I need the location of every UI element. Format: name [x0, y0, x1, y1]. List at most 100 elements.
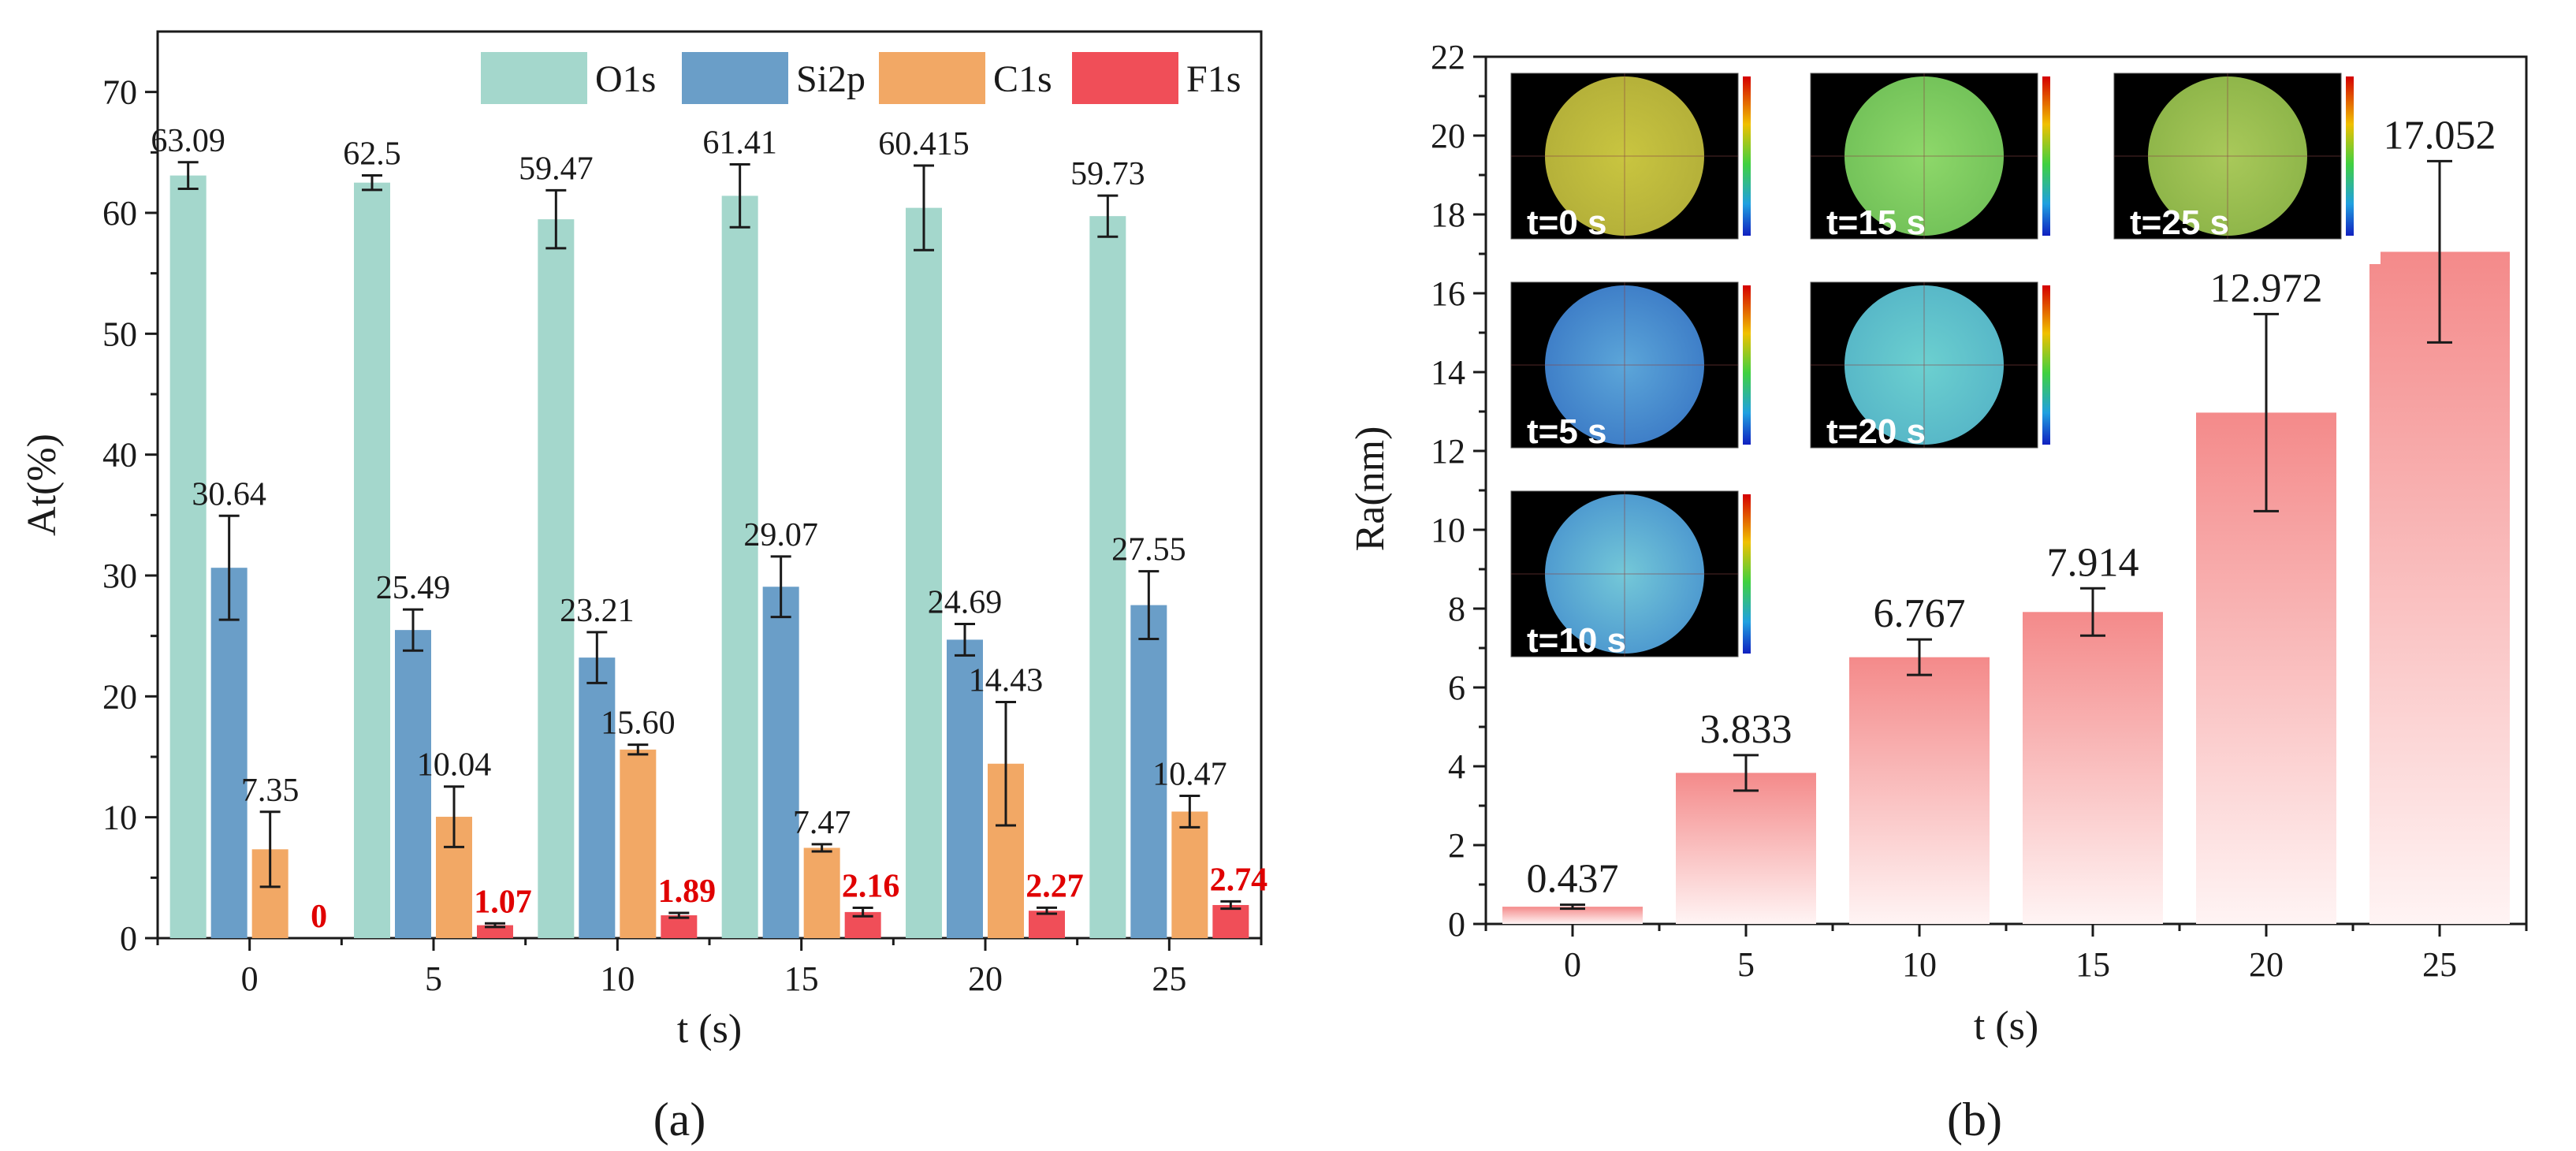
legend-swatch-c1s	[879, 52, 985, 104]
panel-a: 63.09 62.5 59.47 61.41 60.415 59.73 30.64 25.49…	[20, 30, 1268, 1145]
bar-o1s-10	[538, 219, 575, 938]
bars-b: 0.437 3.833 6.767 7.914 12.972 17.052	[1502, 113, 2510, 924]
bar-ra-5	[1676, 773, 1816, 924]
bars-a: 63.09 62.5 59.47 61.41 60.415 59.73 30.64 25.49…	[151, 123, 1268, 938]
data-label-o1s: 63.09	[151, 123, 225, 159]
y-tick-label: 6	[1448, 669, 1465, 707]
afm-inset: t=0 s	[1494, 67, 1778, 264]
data-label-si2p: 23.21	[560, 593, 635, 629]
y-tick-label: 40	[102, 436, 137, 475]
inset-time-label: t=5 s	[1527, 412, 1607, 451]
data-label-c1s: 10.04	[417, 747, 492, 784]
y-tick-label: 0	[120, 919, 137, 958]
data-label-si2p: 25.49	[376, 570, 451, 606]
data-label-o1s: 62.5	[343, 136, 401, 172]
inset-time-label: t=0 s	[1527, 203, 1607, 242]
legend-swatch-f1s	[1072, 52, 1178, 104]
y-tick-label: 8	[1448, 590, 1465, 628]
afm-inset: t=15 s	[1793, 67, 2077, 264]
data-label-c1s: 10.47	[1152, 757, 1227, 793]
y-tick-label: 20	[102, 677, 137, 716]
y-tick-label: 2	[1448, 826, 1465, 865]
y-tick-label: 16	[1431, 274, 1465, 313]
bar-c1s-15	[803, 847, 840, 938]
y-axis-b: 0 2 4 6 8 10 12 14 16 18 20 22	[1431, 38, 1486, 944]
data-label-si2p: 30.64	[192, 476, 266, 512]
x-tick-label: 15	[2075, 945, 2110, 984]
bar-c1s-25	[1171, 811, 1208, 938]
data-label-si2p: 27.55	[1111, 532, 1186, 568]
data-label-ra: 0.437	[1527, 857, 1619, 902]
data-label-c1s: 14.43	[969, 663, 1044, 699]
data-label-o1s: 61.41	[702, 125, 777, 162]
data-label-c1s: 7.35	[241, 773, 300, 809]
bar-si2p-15	[762, 587, 799, 938]
data-label-f1s: 0	[311, 899, 327, 935]
bar-o1s-15	[721, 196, 758, 938]
inset-colorbar	[2346, 76, 2354, 236]
data-label-f1s: 2.74	[1210, 862, 1268, 898]
x-tick-label: 20	[2249, 945, 2284, 984]
x-tick-label: 0	[1564, 945, 1581, 984]
data-label-ra: 7.914	[2047, 540, 2139, 585]
bar-ra-10	[1849, 657, 1990, 924]
legend-label-f1s: F1s	[1186, 58, 1241, 100]
legend-swatch-si2p	[682, 52, 788, 104]
bar-o1s-0	[169, 175, 207, 938]
bar-f1s-20	[1029, 911, 1065, 938]
y-tick-label: 10	[102, 799, 137, 837]
bar-ra-0	[1502, 907, 1643, 924]
y-axis-label-a: At(%)	[20, 434, 65, 536]
bar-c1s-10	[620, 749, 657, 938]
y-tick-label: 12	[1431, 432, 1465, 471]
x-tick-label: 5	[1737, 945, 1755, 984]
afm-inset: t=5 s	[1494, 276, 1778, 473]
y-tick-label: 14	[1431, 353, 1465, 392]
bar-si2p-20	[947, 639, 983, 938]
inset-colorbar	[1743, 494, 1751, 654]
inset-colorbar	[1743, 76, 1751, 236]
x-tick-label: 0	[241, 959, 259, 998]
inset-time-label: t=25 s	[2130, 203, 2229, 242]
y-axis-a: 0 10 20 30 40 50 60 70	[102, 73, 158, 958]
y-tick-label: 0	[1448, 905, 1465, 944]
data-label-ra: 12.972	[2210, 266, 2323, 311]
inset-colorbar	[2042, 285, 2050, 445]
inset-colorbar	[1743, 285, 1751, 445]
legend-a: O1s Si2p C1s F1s	[481, 52, 1241, 104]
y-tick-label: 50	[102, 315, 137, 353]
x-tick-label: 5	[425, 959, 442, 998]
bar-o1s-25	[1089, 216, 1126, 938]
y-tick-label: 10	[1431, 511, 1465, 549]
x-tick-label: 25	[1152, 959, 1186, 998]
bar-si2p-10	[579, 657, 616, 938]
y-tick-label: 30	[102, 557, 137, 595]
y-tick-label: 70	[102, 73, 137, 112]
data-label-ra: 3.833	[1700, 707, 1792, 752]
data-label-f1s: 2.27	[1026, 868, 1084, 904]
bar-f1s-25	[1212, 904, 1249, 938]
x-axis-b: 0 5 10 15 20 25	[1484, 924, 2528, 984]
legend-swatch-o1s	[481, 52, 587, 104]
bar-o1s-20	[906, 207, 942, 938]
data-label-c1s: 15.60	[601, 706, 676, 742]
afm-insets: t=0 s t=15 s t=25 s t=5 s t=20 s t=10 s	[1494, 67, 2381, 682]
y-tick-label: 20	[1431, 117, 1465, 155]
panel-label-a: (a)	[653, 1093, 706, 1145]
x-tick-label: 15	[784, 959, 819, 998]
x-tick-label: 20	[968, 959, 1003, 998]
data-label-o1s: 60.415	[878, 126, 970, 162]
afm-inset: t=10 s	[1494, 485, 1778, 682]
data-label-si2p: 24.69	[928, 584, 1003, 620]
bar-si2p-25	[1130, 605, 1167, 938]
data-label-o1s: 59.47	[519, 151, 594, 187]
y-axis-label-b: Ra(nm)	[1348, 427, 1393, 552]
y-tick-label: 18	[1431, 196, 1465, 234]
inset-time-label: t=15 s	[1826, 203, 1926, 242]
afm-inset: t=25 s	[2097, 67, 2381, 264]
y-tick-label: 4	[1448, 747, 1465, 786]
bar-ra-25	[2369, 251, 2510, 924]
bar-f1s-5	[477, 925, 513, 938]
legend-label-c1s: C1s	[993, 58, 1052, 100]
